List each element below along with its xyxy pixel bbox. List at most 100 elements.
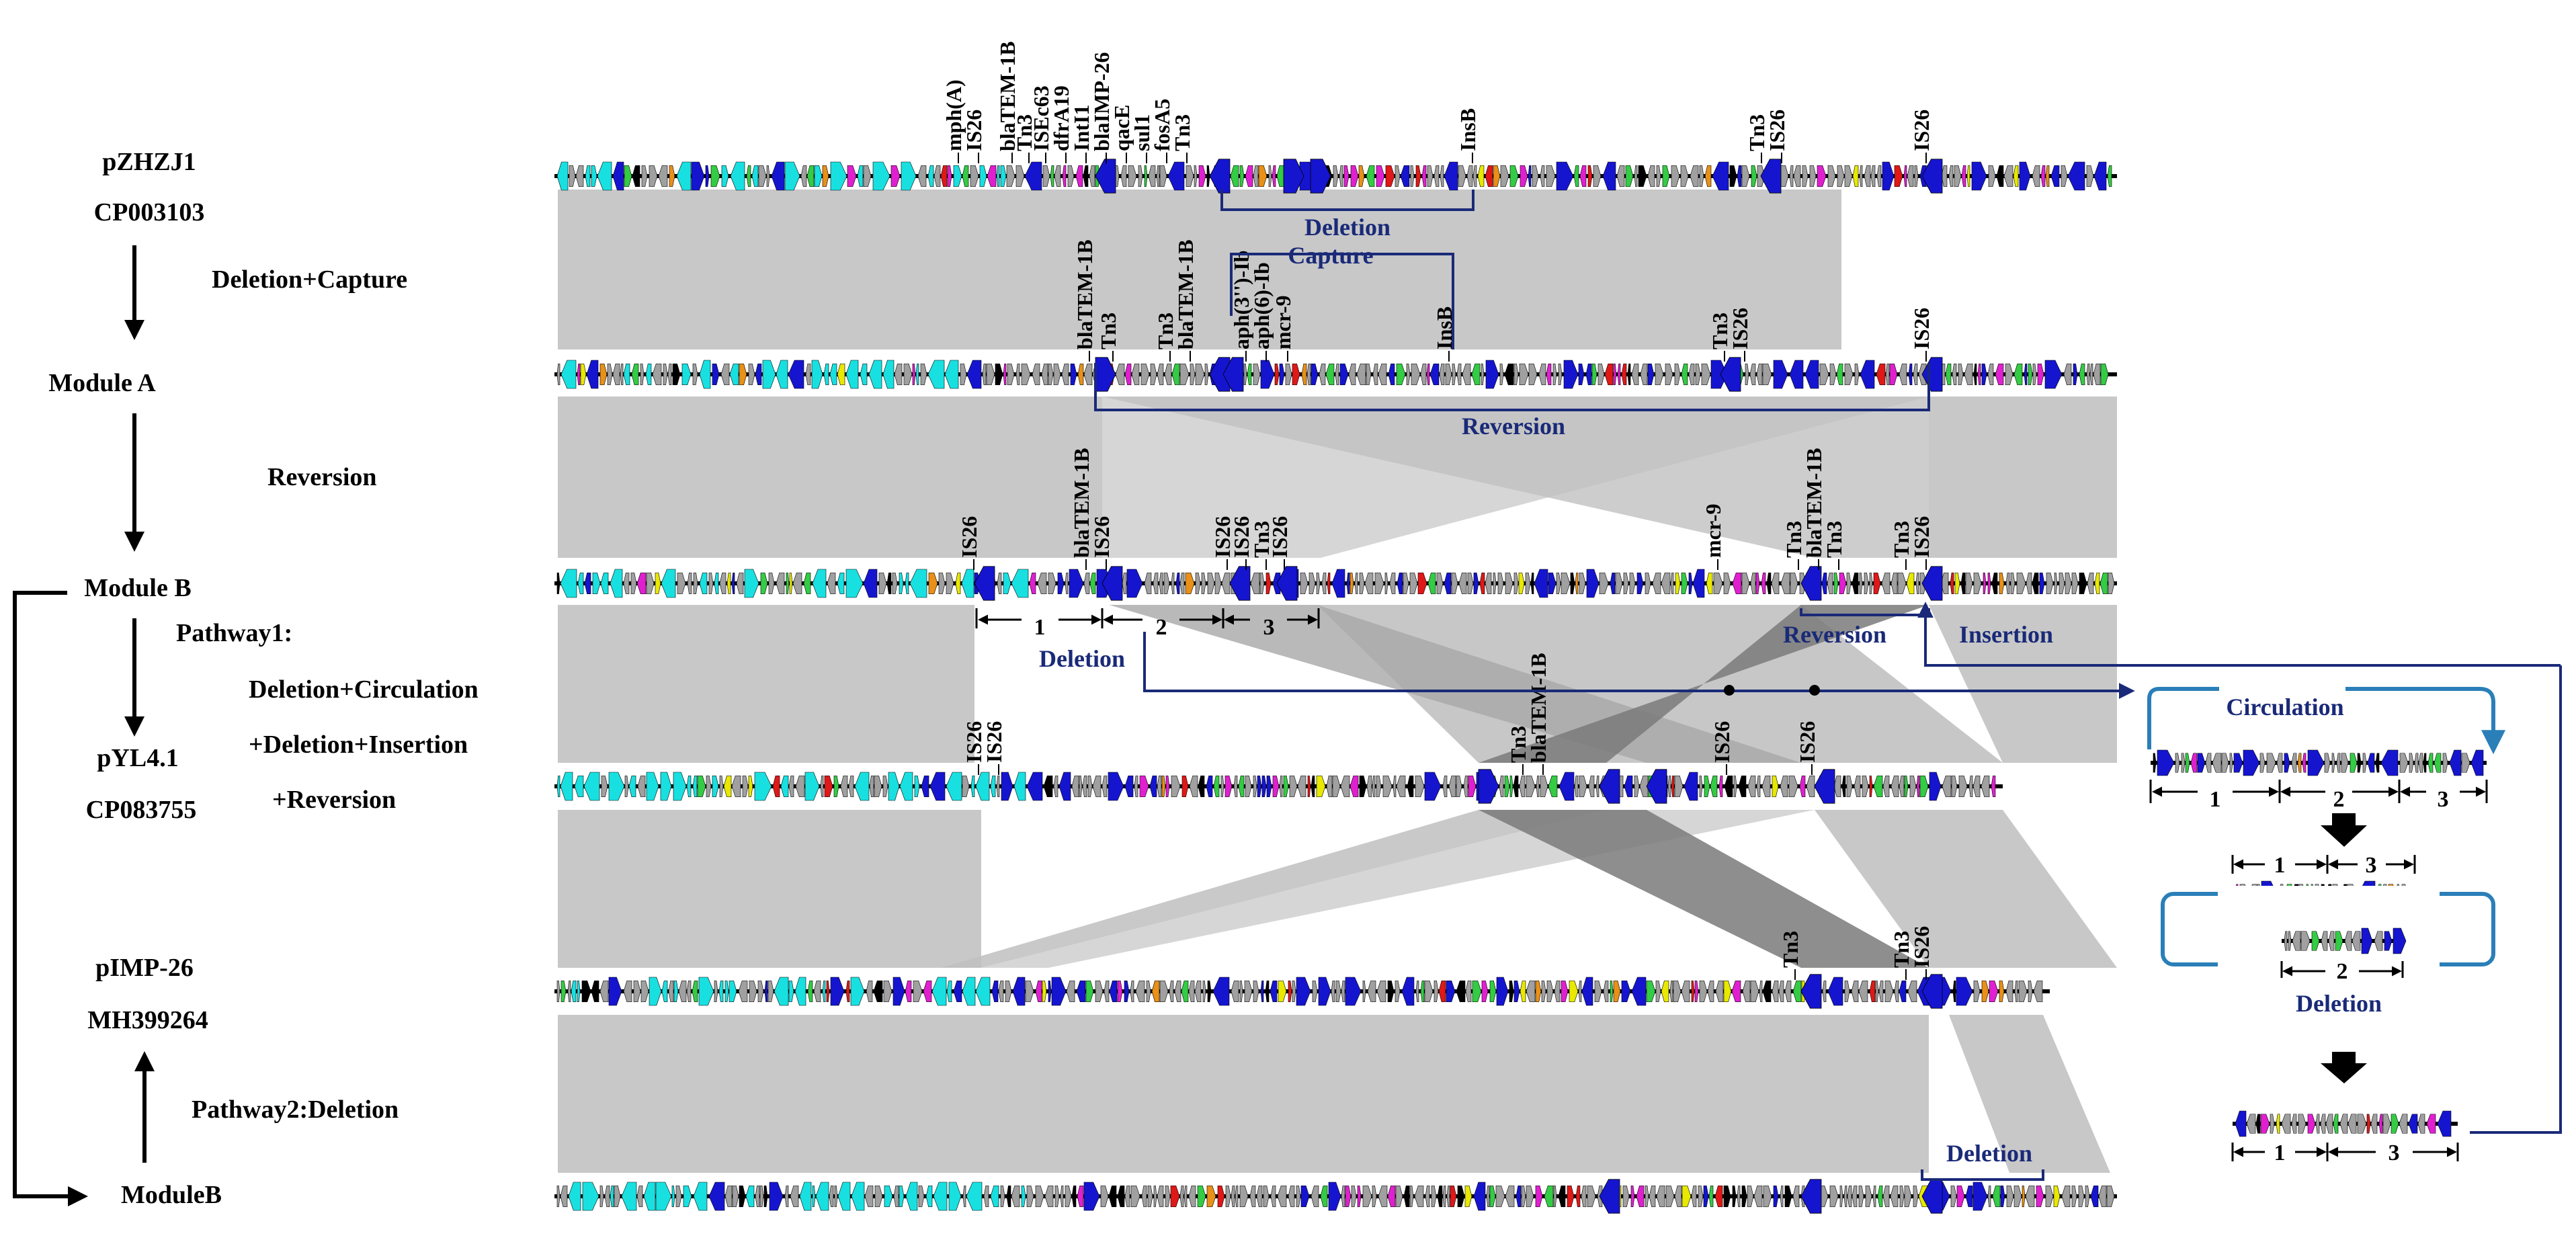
gene-arrow (1872, 1185, 1876, 1208)
gene-arrow (1130, 1185, 1140, 1208)
gene-arrow (1913, 1185, 1919, 1208)
gene-arrow (569, 165, 576, 188)
gene-arrow (1261, 775, 1267, 798)
gene-arrow (1458, 165, 1466, 188)
homology-ribbons (558, 190, 2117, 1173)
gene-arrow (1530, 572, 1534, 595)
gene-arrow (1054, 1185, 1060, 1208)
gene-arrow (1006, 1185, 1011, 1208)
gene-arrow (1396, 363, 1406, 386)
gene-arrow (2423, 753, 2427, 773)
gene-arrow (1535, 980, 1542, 1003)
gene-arrow (2106, 1185, 2115, 1208)
gene-arrow (1732, 572, 1742, 595)
gene-arrow (1540, 165, 1545, 188)
gene-arrow (851, 1182, 865, 1211)
gene-arrow (960, 363, 967, 386)
gene-arrow (2348, 1114, 2357, 1134)
gene-arrow (705, 165, 710, 188)
gene-arrow (1015, 363, 1020, 386)
gene-arrow (1411, 363, 1421, 386)
gene-label: blaIMP-26 (1089, 52, 1114, 151)
gene-arrow-highlight (1800, 566, 1822, 601)
gene-arrow (1296, 1185, 1301, 1208)
gene-arrow (1489, 980, 1497, 1003)
gene-arrow (1069, 569, 1084, 598)
gene-arrow (2233, 753, 2243, 773)
gene-arrow (953, 980, 962, 1003)
gene-arrow (1150, 363, 1157, 386)
gene-arrow (1035, 1185, 1044, 1208)
gene-arrow (708, 572, 714, 595)
gene-arrow (2297, 753, 2302, 773)
event-reversion-2: Reversion (1783, 621, 1886, 648)
gene-arrow (1341, 1185, 1345, 1208)
gene-arrow (1335, 363, 1339, 386)
gene-arrow (1509, 165, 1519, 188)
gene-arrow (1885, 363, 1890, 386)
gene-arrow (1882, 161, 1895, 191)
gene-arrow (1914, 165, 1919, 188)
gene-arrow (946, 980, 952, 1003)
gene-arrow (1217, 1185, 1225, 1208)
gene-arrow (863, 165, 872, 188)
gene-arrow (1179, 1185, 1184, 1208)
gene-arrow (883, 980, 892, 1003)
inset4-segment-1: 1 (2274, 1141, 2286, 1165)
gene-arrow (1579, 775, 1587, 798)
gene-arrow (1473, 572, 1479, 595)
gene-arrow (1300, 1185, 1310, 1208)
gene-arrow (1987, 363, 1994, 386)
gene-arrow (1089, 572, 1096, 595)
gene-arrow (1179, 572, 1185, 595)
gene-arrow (1610, 980, 1614, 1003)
gene-arrow (577, 572, 584, 595)
gene-arrow (2437, 1110, 2452, 1137)
gene-arrow (914, 775, 920, 798)
gene-label: IS26 (962, 721, 986, 763)
is26-dot (1809, 685, 1820, 696)
gene-arrow (864, 1185, 874, 1208)
gene-arrow (860, 363, 868, 386)
segment-label-2: 2 (1156, 615, 1167, 640)
gene-arrow (1858, 1185, 1864, 1208)
gene-arrow (2050, 165, 2060, 188)
gene-arrow (878, 572, 887, 595)
gene-arrow (1847, 1185, 1852, 1208)
gene-arrow (1591, 363, 1597, 386)
gene-arrow (2090, 1185, 2099, 1208)
gene-arrow (2044, 360, 2063, 389)
gene-arrow (1671, 775, 1675, 798)
gene-label: Tn3 (1506, 726, 1530, 763)
gene-arrow (1359, 572, 1365, 595)
gene-arrow (1859, 165, 1863, 188)
gene-arrow (2292, 931, 2301, 951)
gene-arrow (1188, 1185, 1196, 1208)
gene-arrow (640, 980, 649, 1003)
gene-arrow (1741, 1185, 1747, 1208)
gene-arrow (1674, 363, 1681, 386)
gene-arrow (1750, 572, 1756, 595)
gene-arrow (718, 980, 724, 1003)
gene-label: IS26 (1909, 516, 1934, 558)
gene-arrow (672, 363, 681, 386)
gene-arrow (764, 980, 768, 1003)
gene-arrow (1206, 165, 1210, 188)
gene-arrow (1167, 161, 1185, 191)
gene-arrow (1285, 363, 1292, 386)
gene-arrow (1559, 772, 1575, 801)
gene-arrow-highlight (1599, 1179, 1620, 1214)
gene-arrow (1597, 363, 1605, 386)
gene-arrow (712, 363, 720, 386)
gene-arrow (1467, 572, 1474, 595)
gene-arrow (1077, 1185, 1084, 1208)
gene-arrow (2266, 753, 2276, 773)
gene-arrow (826, 980, 830, 1003)
gene-arrow (1756, 775, 1761, 798)
ribbon (941, 810, 1606, 968)
event-insertion: Insertion (1959, 621, 2053, 648)
deletion-bracket-bottom (1921, 1169, 2044, 1181)
gene-arrow (1037, 572, 1047, 595)
gene-arrow (1126, 569, 1143, 598)
gene-arrow (748, 363, 755, 386)
